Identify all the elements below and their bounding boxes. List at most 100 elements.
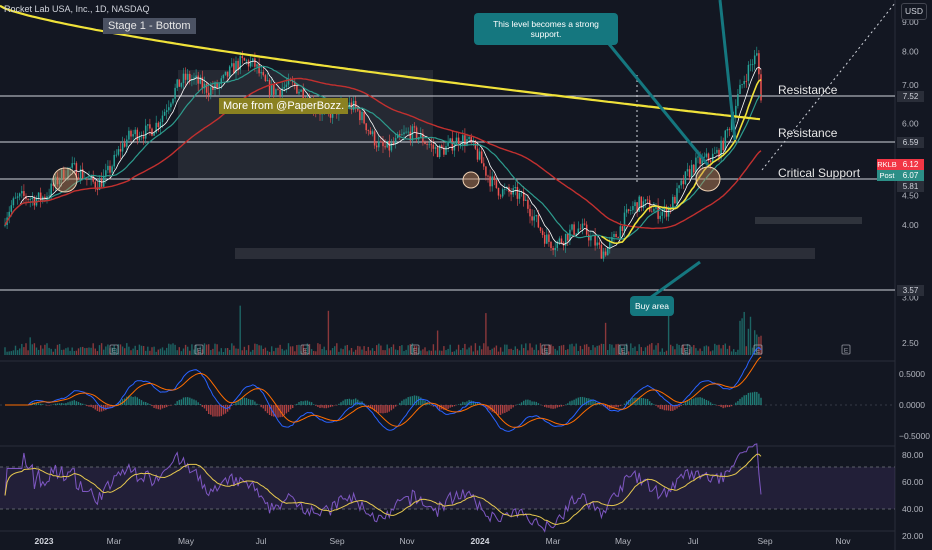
macd-hist-bar — [138, 398, 141, 405]
macd-hist-bar — [617, 405, 619, 408]
volume-bar — [644, 347, 647, 355]
macd-hist-bar — [615, 405, 617, 408]
candle-body — [54, 176, 57, 186]
demand-zone — [235, 248, 815, 259]
macd-hist-bar — [527, 399, 529, 405]
earnings-marker[interactable] — [541, 344, 551, 355]
volume-bar — [745, 346, 747, 355]
candle-body — [348, 102, 351, 108]
volume-bar — [707, 346, 710, 355]
volume-bar — [426, 351, 428, 355]
candle-body — [189, 73, 191, 81]
candle-body — [688, 169, 691, 178]
candle-body — [52, 183, 55, 186]
macd-hist-bar — [693, 398, 695, 405]
volume-bar — [693, 345, 695, 355]
earnings-marker[interactable] — [681, 344, 691, 355]
candle-body — [468, 136, 470, 140]
candle-body — [476, 148, 479, 160]
candle-body — [252, 58, 254, 62]
macd-hist-bar — [205, 405, 208, 411]
candle-body — [39, 192, 42, 201]
volume-bar — [670, 344, 672, 355]
volume-bar — [100, 343, 103, 355]
macd-hist-bar — [176, 401, 178, 405]
candle-body — [98, 179, 101, 190]
macd-hist-bar — [54, 403, 57, 405]
y-tick-label: 7.00 — [902, 80, 919, 90]
macd-hist-bar — [567, 403, 569, 405]
earnings-marker[interactable] — [841, 344, 851, 355]
macd-hist-bar — [52, 404, 54, 405]
volume-bar — [434, 350, 437, 355]
volume-bar — [733, 349, 735, 355]
earnings-marker[interactable] — [300, 344, 310, 355]
macd-hist-bar — [655, 405, 657, 406]
candle-body — [63, 169, 65, 180]
macd-hist-bar — [239, 399, 241, 405]
candle-body — [94, 181, 97, 188]
candle-body — [163, 111, 166, 116]
macd-hist-bar — [552, 405, 554, 409]
macd-hist-bar — [487, 405, 489, 410]
earnings-marker-label: E — [756, 348, 761, 355]
candle-body — [621, 226, 624, 231]
candle-body — [281, 88, 283, 96]
macd-hist-bar — [378, 405, 380, 414]
volume-bar — [508, 349, 510, 355]
volume-bar — [115, 348, 117, 355]
volume-bar — [172, 343, 174, 355]
macd-hist-bar — [573, 399, 575, 405]
macd-hist-bar — [697, 397, 699, 405]
currency-button[interactable]: USD — [901, 3, 927, 20]
candle-body — [434, 147, 437, 149]
candle-body — [403, 132, 405, 135]
volume-bar — [623, 345, 626, 355]
volume-bar — [447, 348, 449, 355]
volume-bar — [382, 350, 384, 355]
volume-bar — [201, 349, 204, 355]
volume-bar — [758, 336, 760, 355]
volume-bar — [439, 350, 441, 355]
volume-bar — [113, 345, 115, 355]
macd-hist-bar — [321, 405, 323, 408]
volume-bar — [142, 345, 145, 355]
promo-label[interactable]: More from @PaperBozz. — [219, 98, 349, 114]
candle-body — [401, 134, 403, 136]
earnings-marker[interactable] — [109, 344, 119, 355]
macd-hist-bar — [346, 398, 348, 405]
candle-body — [655, 204, 657, 209]
volume-bar — [67, 347, 69, 355]
macd-hist-bar — [695, 397, 697, 405]
earnings-marker[interactable] — [410, 344, 420, 355]
y-tick-label: 2.50 — [902, 338, 919, 348]
earnings-marker[interactable] — [194, 344, 204, 355]
candle-body — [37, 192, 40, 199]
earnings-marker[interactable] — [618, 344, 628, 355]
macd-hist-bar — [745, 394, 747, 405]
x-tick-label: Nov — [399, 536, 415, 546]
volume-bar — [145, 350, 147, 355]
volume-bar — [630, 343, 632, 355]
macd-hist-bar — [273, 405, 275, 417]
volume-bar — [348, 350, 351, 355]
candle-body — [571, 224, 573, 230]
candle-body — [600, 244, 603, 259]
earnings-marker[interactable] — [753, 344, 763, 355]
macd-hist-bar — [640, 397, 642, 405]
macd-hist-bar — [304, 400, 306, 405]
earnings-marker-label: E — [413, 348, 418, 355]
volume-bar — [107, 344, 109, 355]
volume-bar — [277, 347, 279, 355]
volume-bar — [184, 344, 187, 355]
macd-hist-bar — [644, 398, 647, 405]
volume-bar — [575, 343, 577, 355]
macd-hist-bar — [390, 405, 393, 411]
macd-hist-bar — [136, 397, 138, 405]
candle-body — [554, 247, 556, 251]
volume-bar — [397, 350, 399, 355]
volume-bar — [577, 351, 579, 355]
candle-body — [399, 134, 401, 136]
volume-bar — [149, 350, 151, 355]
